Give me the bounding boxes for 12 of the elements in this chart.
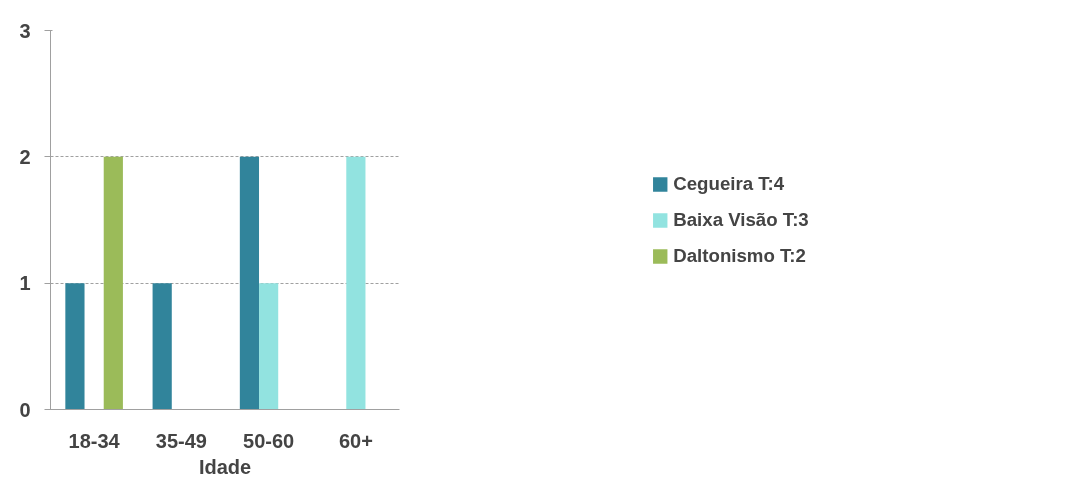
x-tick-label: 50-60 (243, 429, 295, 452)
legend-label: Cegueira T:4 (673, 172, 785, 195)
y-tick-label: 1 (19, 272, 31, 295)
x-tick-label: 35-49 (155, 429, 207, 452)
y-tick-label: 0 (19, 398, 31, 421)
y-tick-label: 3 (19, 19, 31, 42)
legend-label: Baixa Visão T:3 (673, 208, 809, 231)
x-tick-label: 18-34 (68, 429, 121, 452)
y-tick-label: 2 (19, 145, 31, 168)
legend-label: Daltonismo T:2 (673, 244, 806, 267)
x-tick-label: 60+ (338, 429, 373, 452)
x-axis-title: Idade (198, 455, 252, 478)
